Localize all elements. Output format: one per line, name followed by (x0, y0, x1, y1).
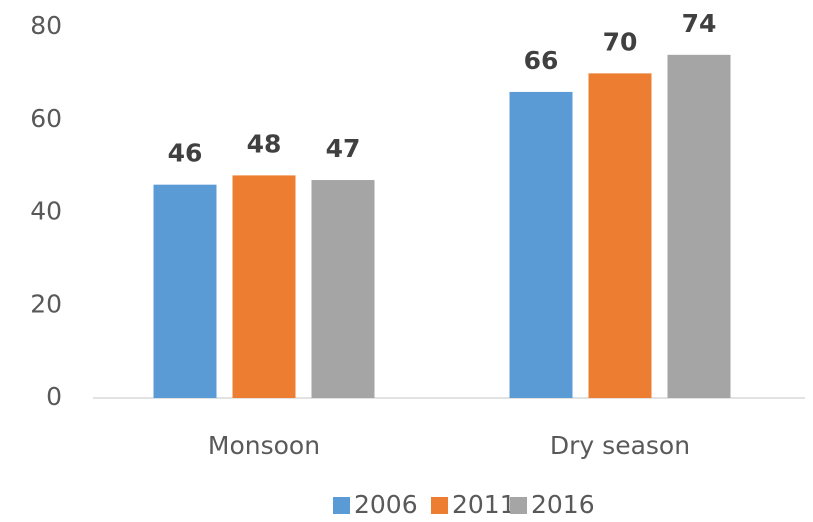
y-tick-label: 20 (30, 289, 62, 318)
bar (232, 175, 296, 398)
legend-label: 2011 (452, 490, 516, 519)
bar (311, 180, 375, 398)
data-label: 47 (326, 134, 361, 163)
bar (588, 73, 652, 398)
bar (153, 184, 217, 398)
y-tick-label: 40 (30, 197, 62, 226)
x-tick-label: Monsoon (208, 431, 320, 460)
y-tick-label: 60 (30, 104, 62, 133)
legend-label: 2016 (531, 490, 595, 519)
y-tick-label: 80 (30, 11, 62, 40)
legend-swatch (333, 497, 350, 514)
data-label: 70 (603, 27, 638, 56)
y-tick-label: 0 (46, 382, 62, 411)
data-label: 74 (682, 9, 717, 38)
data-label: 46 (168, 139, 203, 168)
legend-swatch (431, 497, 448, 514)
x-tick-label: Dry season (550, 431, 690, 460)
data-label: 66 (524, 46, 559, 75)
data-label: 48 (247, 129, 282, 158)
bar (509, 91, 573, 399)
legend-label: 2006 (354, 490, 418, 519)
bar (667, 54, 731, 398)
legend-swatch (510, 497, 527, 514)
